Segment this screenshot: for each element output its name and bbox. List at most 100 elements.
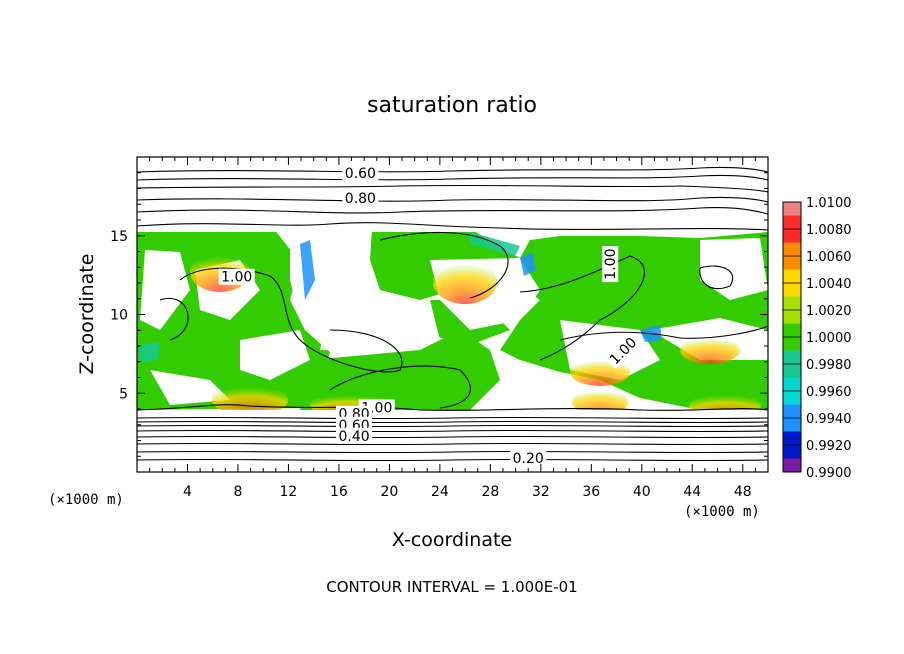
colorbar-label: 1.0100 bbox=[806, 196, 852, 211]
contour-line bbox=[559, 325, 768, 341]
supersaturation-spot bbox=[680, 336, 740, 364]
contour-label-bg bbox=[510, 449, 547, 466]
colorbar-swatch bbox=[783, 364, 801, 378]
colorbar-swatch bbox=[783, 418, 801, 432]
contour-line bbox=[137, 450, 768, 454]
contour-line bbox=[137, 442, 768, 446]
x-tick-label: 8 bbox=[233, 484, 242, 500]
contour-label: 1.00 bbox=[603, 249, 619, 280]
colorbar: 1.0100 1.0080 1.0060 1.0040 1.0020 1.0000 0.99… bbox=[782, 196, 852, 481]
contour-line bbox=[519, 255, 645, 361]
contour-line bbox=[137, 184, 768, 193]
colorbar-label: 1.0040 bbox=[806, 277, 852, 292]
contour-line bbox=[137, 166, 768, 173]
contour-interval-note: CONTOUR INTERVAL = 1.000E-01 bbox=[326, 578, 577, 596]
x-tick-label: 16 bbox=[330, 484, 348, 500]
colorbar-label: 0.9900 bbox=[806, 466, 852, 481]
contour-line bbox=[137, 435, 768, 439]
contour-label: 0.80 bbox=[345, 191, 376, 207]
y-axis-ticks: 5 10 15 bbox=[110, 172, 768, 457]
contour-lines bbox=[137, 166, 768, 462]
y-tick-label: 10 bbox=[110, 308, 128, 324]
colorbar-swatch bbox=[783, 404, 801, 418]
y-tick-label: 5 bbox=[119, 386, 128, 402]
colorbar-label: 1.0020 bbox=[806, 304, 852, 319]
colorbar-swatch bbox=[783, 337, 801, 351]
colorbar-swatch bbox=[783, 296, 801, 310]
colorbar-swatch bbox=[783, 377, 801, 391]
contour-line bbox=[137, 222, 768, 231]
colorbar-label: 1.0080 bbox=[806, 223, 852, 238]
upper-unsaturated-band bbox=[137, 157, 768, 219]
contour-line bbox=[159, 297, 189, 341]
contour-line bbox=[137, 420, 768, 424]
contour-line bbox=[137, 458, 768, 462]
plot-area bbox=[137, 157, 768, 472]
contour-label-bg bbox=[604, 332, 642, 370]
colorbar-swatch bbox=[783, 229, 801, 243]
unsaturated-region bbox=[140, 250, 190, 330]
contour-label: 1.00 bbox=[221, 270, 252, 286]
chart-title: saturation ratio bbox=[367, 93, 537, 118]
unsaturated-region bbox=[700, 238, 768, 300]
x-tick-label: 44 bbox=[683, 484, 701, 500]
contour-line bbox=[137, 196, 768, 203]
unsaturated-region bbox=[150, 370, 230, 405]
colorbar-swatch bbox=[783, 242, 801, 256]
x-unit-right: (×1000 m) bbox=[684, 504, 760, 520]
y-tick-label: 15 bbox=[110, 229, 128, 245]
x-tick-label: 32 bbox=[532, 484, 550, 500]
colorbar-swatch bbox=[783, 445, 801, 459]
contour-line bbox=[137, 207, 768, 215]
colorbar-swatch bbox=[783, 269, 801, 283]
field-accent bbox=[140, 342, 160, 362]
x-tick-label: 48 bbox=[734, 484, 752, 500]
contour-line bbox=[137, 404, 768, 411]
contour-line bbox=[137, 429, 768, 433]
contour-label: 0.60 bbox=[345, 166, 376, 182]
contour-line bbox=[137, 416, 768, 420]
supersaturation-spot bbox=[433, 260, 497, 304]
x-tick-label: 12 bbox=[280, 484, 298, 500]
colorbar-label: 0.9940 bbox=[806, 412, 852, 427]
contour-label: 0.40 bbox=[338, 429, 369, 445]
supersaturation-spot bbox=[212, 384, 288, 416]
colorbar-label: 1.0060 bbox=[806, 250, 852, 265]
colorbar-label: 0.9920 bbox=[806, 439, 852, 454]
unsaturated-region bbox=[320, 300, 440, 352]
x-unit-left: (×1000 m) bbox=[48, 492, 124, 508]
contour-label-bg bbox=[336, 427, 373, 444]
lower-unsaturated-band bbox=[137, 410, 768, 472]
colorbar-swatch bbox=[783, 283, 801, 297]
x-tick-label: 28 bbox=[481, 484, 499, 500]
x-tick-label: 24 bbox=[431, 484, 449, 500]
colorbar-swatch bbox=[783, 256, 801, 270]
colorbar-swatch bbox=[783, 323, 801, 337]
x-axis-title: X-coordinate bbox=[392, 529, 512, 551]
field-accent bbox=[520, 252, 536, 276]
colorbar-swatch bbox=[783, 215, 801, 229]
colorbar-swatch bbox=[783, 202, 801, 216]
colorbar-swatch bbox=[783, 310, 801, 324]
colorbar-label: 0.9960 bbox=[806, 385, 852, 400]
x-tick-label: 36 bbox=[582, 484, 600, 500]
contour-line bbox=[137, 424, 768, 428]
contour-label-bg bbox=[602, 246, 619, 283]
contour-label-bg bbox=[218, 268, 255, 285]
colorbar-swatch bbox=[783, 431, 801, 445]
contour-line bbox=[699, 265, 733, 290]
x-tick-label: 40 bbox=[633, 484, 651, 500]
x-tick-label: 20 bbox=[380, 484, 398, 500]
colorbar-label: 0.9980 bbox=[806, 358, 852, 373]
contour-line bbox=[329, 365, 471, 409]
contour-line bbox=[137, 174, 768, 181]
x-tick-label: 4 bbox=[183, 484, 192, 500]
contour-line bbox=[379, 231, 509, 299]
colorbar-swatch bbox=[783, 391, 801, 405]
x-axis-ticks: 4 8 12 16 20 24 28 32 36 40 44 48 bbox=[149, 157, 756, 500]
field-accent bbox=[300, 240, 315, 300]
contour-label-bg bbox=[342, 164, 379, 181]
cloud-top-edge bbox=[137, 218, 768, 232]
unsaturated-region bbox=[240, 330, 310, 380]
